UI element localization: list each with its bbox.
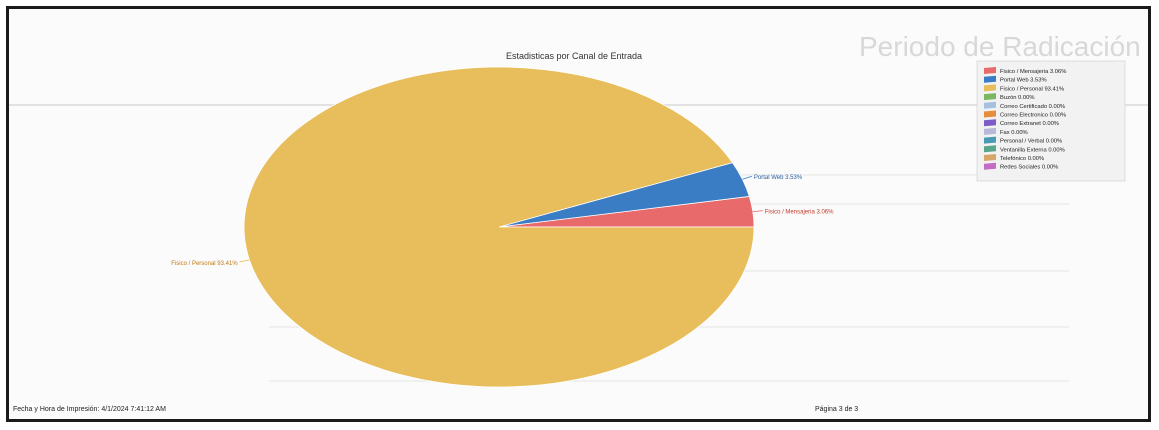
legend-swatch	[984, 119, 996, 127]
pie-slices	[243, 66, 755, 388]
legend-swatch	[984, 127, 996, 135]
callout-label: Portal Web 3.53%	[754, 175, 803, 181]
legend-swatch	[984, 67, 996, 74]
page-number: Página 3 de 3	[815, 406, 859, 413]
chart-legend: Fisico / Mensajeria 3.06% Portal Web 3.53…	[976, 60, 1126, 182]
legend-label: Correo Certificado 0.00%	[1000, 104, 1065, 110]
legend-label: Ventanilla Externa 0.00%	[1000, 147, 1065, 153]
legend-swatch	[984, 154, 996, 161]
legend-swatch	[984, 75, 996, 83]
legend-label: Fisico / Personal 93.41%	[1000, 86, 1064, 92]
print-datetime: Fecha y Hora de Impresión: 4/1/2024 7:41…	[13, 406, 166, 413]
legend-swatch	[984, 110, 996, 118]
scanned-page: Periodo de Radicación y Atención de las …	[6, 6, 1151, 422]
legend-label: Fax 0.00%	[1000, 130, 1028, 136]
legend-swatch	[984, 84, 996, 92]
legend-swatch	[984, 145, 996, 153]
callout-label: Fisico / Personal 93.41%	[171, 261, 238, 267]
legend-label: Telefónico 0.00%	[1000, 156, 1044, 162]
pie-slice	[243, 66, 755, 388]
legend-label: Buzón 0.00%	[1000, 95, 1034, 101]
legend-box	[976, 60, 1126, 182]
pie-chart: Estadisticas por Canal de Entrada Fisico…	[9, 51, 1148, 388]
callout-line	[752, 210, 763, 213]
callout-line	[239, 259, 250, 263]
pie-callouts: Fisico / Mensajeria 3.06% Portal Web 3.53…	[171, 175, 834, 267]
chart-title: Estadisticas por Canal de Entrada	[506, 51, 642, 61]
callout-line	[742, 175, 753, 180]
legend-swatch	[984, 136, 996, 144]
callout-label: Fisico / Mensajeria 3.06%	[765, 210, 834, 216]
legend-swatch	[984, 93, 996, 101]
legend-label: Portal Web 3.53%	[1000, 78, 1047, 84]
legend-label: Redes Sociales 0.00%	[1000, 165, 1058, 171]
legend-swatch	[984, 101, 996, 109]
legend-label: Personal / Verbal 0.00%	[1000, 139, 1062, 145]
legend-swatch	[984, 162, 996, 170]
legend-label: Correo Electronico 0.00%	[1000, 113, 1066, 119]
legend-label: Correo Extranet 0.00%	[1000, 121, 1059, 127]
legend-label: Fisico / Mensajeria 3.06%	[1000, 69, 1066, 75]
background-heading: Periodo de Radicación y Atención de las …	[859, 31, 1148, 62]
